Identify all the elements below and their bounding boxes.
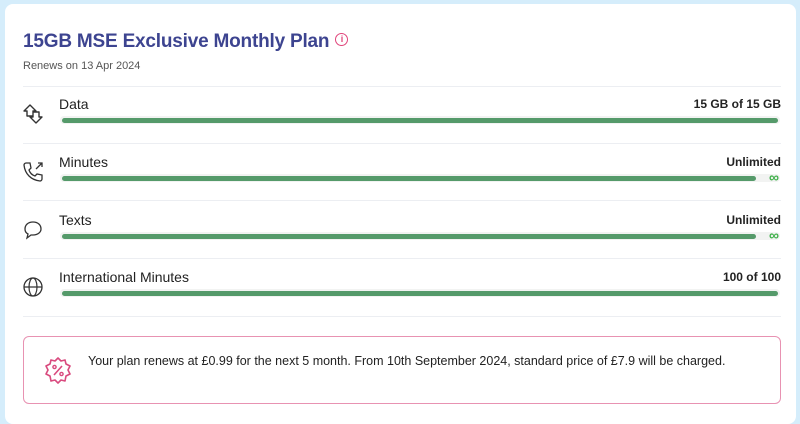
globe-icon <box>23 277 43 297</box>
usage-row-texts: Texts Unlimited ∞ <box>5 212 796 252</box>
usage-bar <box>60 174 780 182</box>
divider <box>23 86 781 87</box>
infinity-icon: ∞ <box>769 227 779 243</box>
usage-bar-fill <box>62 176 756 181</box>
usage-bar <box>60 289 780 297</box>
infinity-icon: ∞ <box>769 169 779 185</box>
plan-card: 15GB MSE Exclusive Monthly Plan i Renews… <box>5 4 796 424</box>
usage-label: International Minutes <box>59 269 189 285</box>
usage-row-international-minutes: International Minutes 100 of 100 <box>5 269 796 309</box>
divider <box>23 258 781 259</box>
data-arrows-icon <box>23 104 43 124</box>
usage-bar <box>60 116 780 124</box>
usage-bar-fill <box>62 234 756 239</box>
usage-label: Data <box>59 96 89 112</box>
plan-title-row: 15GB MSE Exclusive Monthly Plan i <box>23 31 349 53</box>
usage-label: Texts <box>59 212 92 228</box>
price-notice-text: Your plan renews at £0.99 for the next 5… <box>88 354 726 368</box>
usage-bar-fill <box>62 291 778 296</box>
renewal-date: Renews on 13 Apr 2024 <box>23 60 141 72</box>
divider <box>23 200 781 201</box>
phone-icon <box>23 162 43 182</box>
usage-value: Unlimited <box>726 213 781 227</box>
price-notice-banner: Your plan renews at £0.99 for the next 5… <box>23 336 781 404</box>
usage-bar-fill <box>62 118 778 123</box>
divider <box>23 316 781 317</box>
usage-value: Unlimited <box>726 155 781 169</box>
divider <box>23 143 781 144</box>
usage-value: 15 GB of 15 GB <box>693 97 781 111</box>
usage-value: 100 of 100 <box>722 270 781 284</box>
usage-row-data: Data 15 GB of 15 GB <box>5 96 796 136</box>
info-circle-icon[interactable]: i <box>335 32 349 46</box>
usage-bar <box>60 232 780 240</box>
discount-badge-icon <box>45 357 71 384</box>
chat-bubble-icon <box>24 221 42 240</box>
usage-label: Minutes <box>59 154 109 170</box>
plan-title: 15GB MSE Exclusive Monthly Plan <box>23 31 330 52</box>
usage-row-minutes: Minutes Unlimited ∞ <box>5 154 796 194</box>
